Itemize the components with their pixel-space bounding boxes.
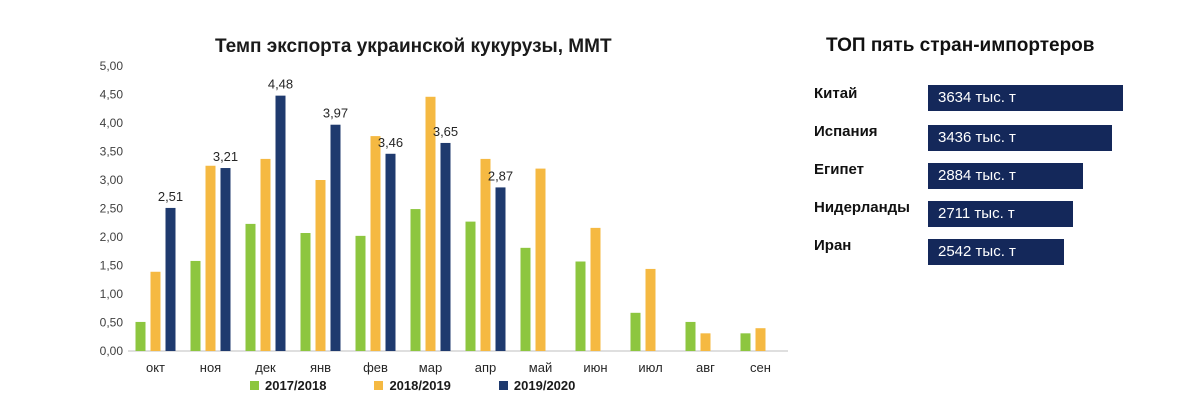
- x-tick-label: дек: [255, 360, 276, 375]
- y-tick-label: 4,50: [100, 88, 124, 102]
- legend-item-2019-2020: 2019/2020: [498, 378, 576, 393]
- importer-country: Нидерланды: [814, 199, 910, 216]
- importer-country: Иран: [814, 237, 852, 254]
- y-tick-label: 2,50: [100, 202, 124, 216]
- y-tick-label: 0,00: [100, 344, 124, 358]
- data-label: 3,65: [433, 124, 458, 139]
- bar-2017-2018-май: [520, 247, 531, 351]
- bar-2019-2020-дек: [275, 95, 286, 351]
- bar-2017-2018-фев: [355, 235, 366, 351]
- x-tick-label: авг: [696, 360, 715, 375]
- x-tick-label: июл: [638, 360, 662, 375]
- bar-2017-2018-мар: [410, 209, 421, 351]
- x-tick-label: сен: [750, 360, 771, 375]
- legend-item-2017-2018: 2017/2018: [250, 378, 326, 393]
- bar-2017-2018-окт: [135, 321, 146, 351]
- x-tick-label: фев: [363, 360, 388, 375]
- bar-2018-2019-ноя: [205, 165, 216, 351]
- importer-country: Китай: [814, 85, 858, 102]
- data-label: 3,21: [213, 149, 238, 164]
- importer-volume-bar: 2711 тыс. т: [928, 201, 1073, 227]
- bar-2018-2019-май: [535, 168, 546, 351]
- bar-2018-2019-сен: [755, 328, 766, 351]
- legend-swatch: [250, 381, 259, 390]
- chart-legend: 2017/2018 2018/2019 2019/2020: [250, 378, 575, 393]
- bar-2017-2018-авг: [685, 321, 696, 351]
- bar-2017-2018-июл: [630, 312, 641, 351]
- bar-2018-2019-окт: [150, 271, 161, 351]
- bar-2017-2018-сен: [740, 333, 751, 351]
- y-tick-label: 4,00: [100, 116, 124, 130]
- importer-country: Испания: [814, 123, 878, 140]
- bar-2019-2020-янв: [330, 124, 341, 352]
- x-tick-label: окт: [146, 360, 165, 375]
- export-bar-chart: 0,00 0,50 1,00 1,50 2,00 2,50 3,00 3,50 4,00 4,50…: [100, 59, 788, 375]
- bar-2018-2019-апр: [480, 158, 491, 351]
- legend-swatch: [374, 381, 384, 390]
- x-tick-label: мар: [419, 360, 442, 375]
- bar-2018-2019-янв: [315, 180, 326, 351]
- bar-2018-2019-авг: [700, 333, 711, 351]
- x-tick-label: июн: [583, 360, 607, 375]
- bar-2017-2018-апр: [465, 221, 476, 351]
- y-tick-label: 1,00: [100, 287, 124, 301]
- y-tick-label: 2,00: [100, 230, 124, 244]
- bar-2018-2019-дек: [260, 158, 271, 351]
- chart-title: Темп экспорта украинской кукурузы, ММТ: [215, 36, 612, 57]
- importer-volume-bar: 3436 тыс. т: [928, 125, 1112, 151]
- bar-2019-2020-апр: [495, 187, 506, 351]
- bar-2018-2019-мар: [425, 96, 436, 351]
- bar-2019-2020-фев: [385, 153, 396, 351]
- y-tick-label: 3,50: [100, 145, 124, 159]
- bar-2019-2020-мар: [440, 142, 451, 351]
- bar-2018-2019-июл: [645, 268, 656, 351]
- importer-volume-bar: 2542 тыс. т: [928, 239, 1064, 265]
- importer-volume-bar: 3634 тыс. т: [928, 85, 1123, 111]
- importer-country: Египет: [814, 161, 865, 178]
- y-tick-label: 3,00: [100, 173, 124, 187]
- data-label: 3,46: [378, 135, 403, 150]
- bar-2017-2018-июн: [575, 261, 586, 351]
- importer-volume-bar: 2884 тыс. т: [928, 163, 1083, 189]
- bar-2017-2018-дек: [245, 223, 256, 351]
- bar-2019-2020-ноя: [220, 168, 231, 351]
- x-tick-label: апр: [475, 360, 497, 375]
- legend-item-2018-2019: 2018/2019: [374, 378, 451, 393]
- legend-label: 2019/2020: [513, 378, 576, 393]
- y-tick-label: 0,50: [100, 316, 124, 330]
- y-tick-label: 5,00: [100, 59, 124, 73]
- bar-2019-2020-окт: [165, 207, 176, 351]
- legend-label: 2018/2019: [389, 378, 451, 393]
- y-tick-label: 1,50: [100, 259, 124, 273]
- x-tick-label: ноя: [200, 360, 221, 375]
- data-label: 4,48: [268, 77, 293, 92]
- data-label: 2,51: [158, 189, 183, 204]
- x-tick-label: май: [529, 360, 552, 375]
- legend-label: 2017/2018: [265, 378, 327, 393]
- data-label: 2,87: [488, 168, 513, 183]
- x-tick-label: янв: [310, 360, 331, 375]
- bar-2018-2019-июн: [590, 227, 601, 351]
- data-label: 3,97: [323, 106, 348, 121]
- legend-swatch: [498, 381, 508, 390]
- bar-2017-2018-ноя: [190, 260, 201, 351]
- bar-2018-2019-фев: [370, 136, 381, 351]
- importers-title: ТОП пять стран-импортеров: [826, 35, 1095, 56]
- bar-2017-2018-янв: [300, 233, 311, 351]
